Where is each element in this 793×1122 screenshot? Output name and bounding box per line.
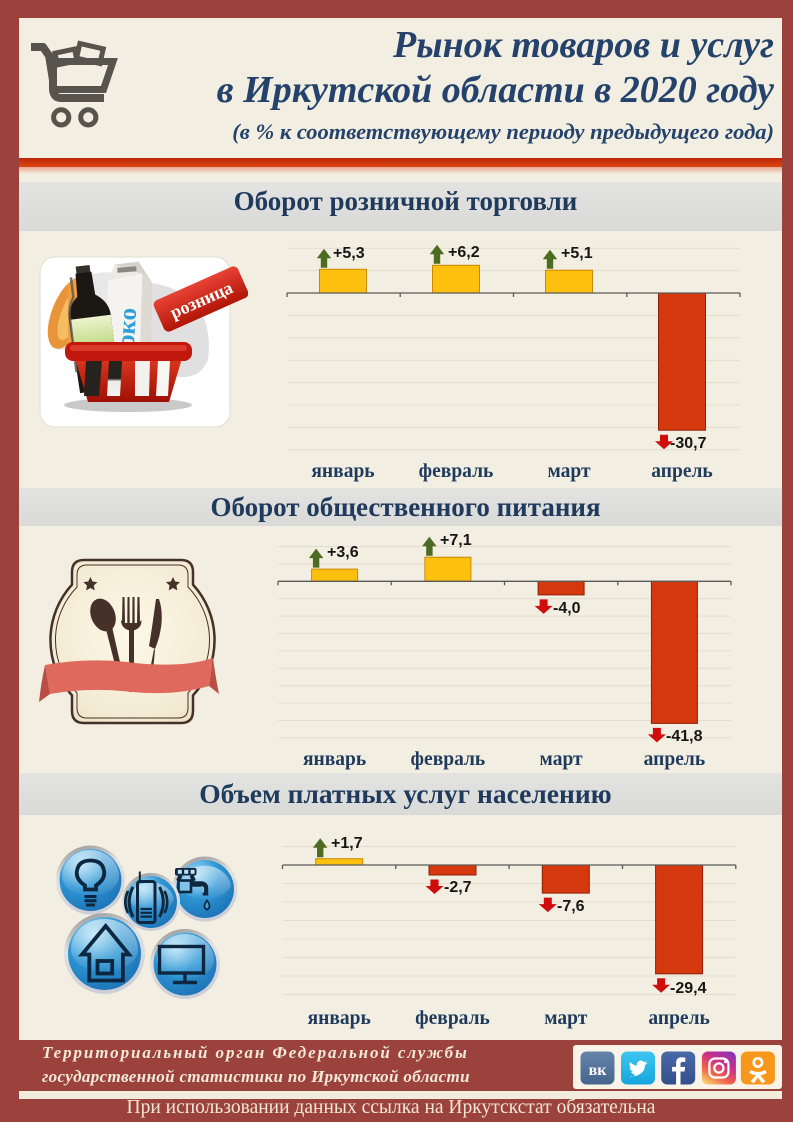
svg-text:апрель: апрель <box>648 1008 709 1029</box>
svg-text:-4,0: -4,0 <box>553 600 581 617</box>
svg-text:февраль: февраль <box>419 461 494 482</box>
svg-text:+6,2: +6,2 <box>448 244 480 261</box>
svg-text:апрель: апрель <box>644 749 705 770</box>
svg-text:+1,7: +1,7 <box>331 835 363 852</box>
svg-text:-7,6: -7,6 <box>557 898 585 915</box>
svg-text:март: март <box>547 461 590 482</box>
svg-text:-2,7: -2,7 <box>444 879 472 896</box>
svg-text:март: март <box>540 749 583 770</box>
svg-text:-41,8: -41,8 <box>666 728 703 745</box>
svg-text:апрель: апрель <box>651 461 712 482</box>
svg-text:+5,3: +5,3 <box>333 245 365 262</box>
svg-text:февраль: февраль <box>411 749 486 770</box>
svg-text:февраль: февраль <box>415 1008 490 1029</box>
svg-text:вк: вк <box>589 1062 608 1079</box>
svg-text:март: март <box>544 1008 587 1029</box>
svg-text:+7,1: +7,1 <box>440 532 472 549</box>
svg-text:январь: январь <box>311 461 374 482</box>
svg-text:+5,1: +5,1 <box>561 245 593 262</box>
svg-text:+3,6: +3,6 <box>327 544 359 561</box>
svg-text:январь: январь <box>303 749 366 770</box>
svg-text:январь: январь <box>308 1008 371 1029</box>
svg-text:-30,7: -30,7 <box>670 435 707 452</box>
svg-text:-29,4: -29,4 <box>670 980 707 997</box>
svg-text:око: око <box>113 307 143 348</box>
